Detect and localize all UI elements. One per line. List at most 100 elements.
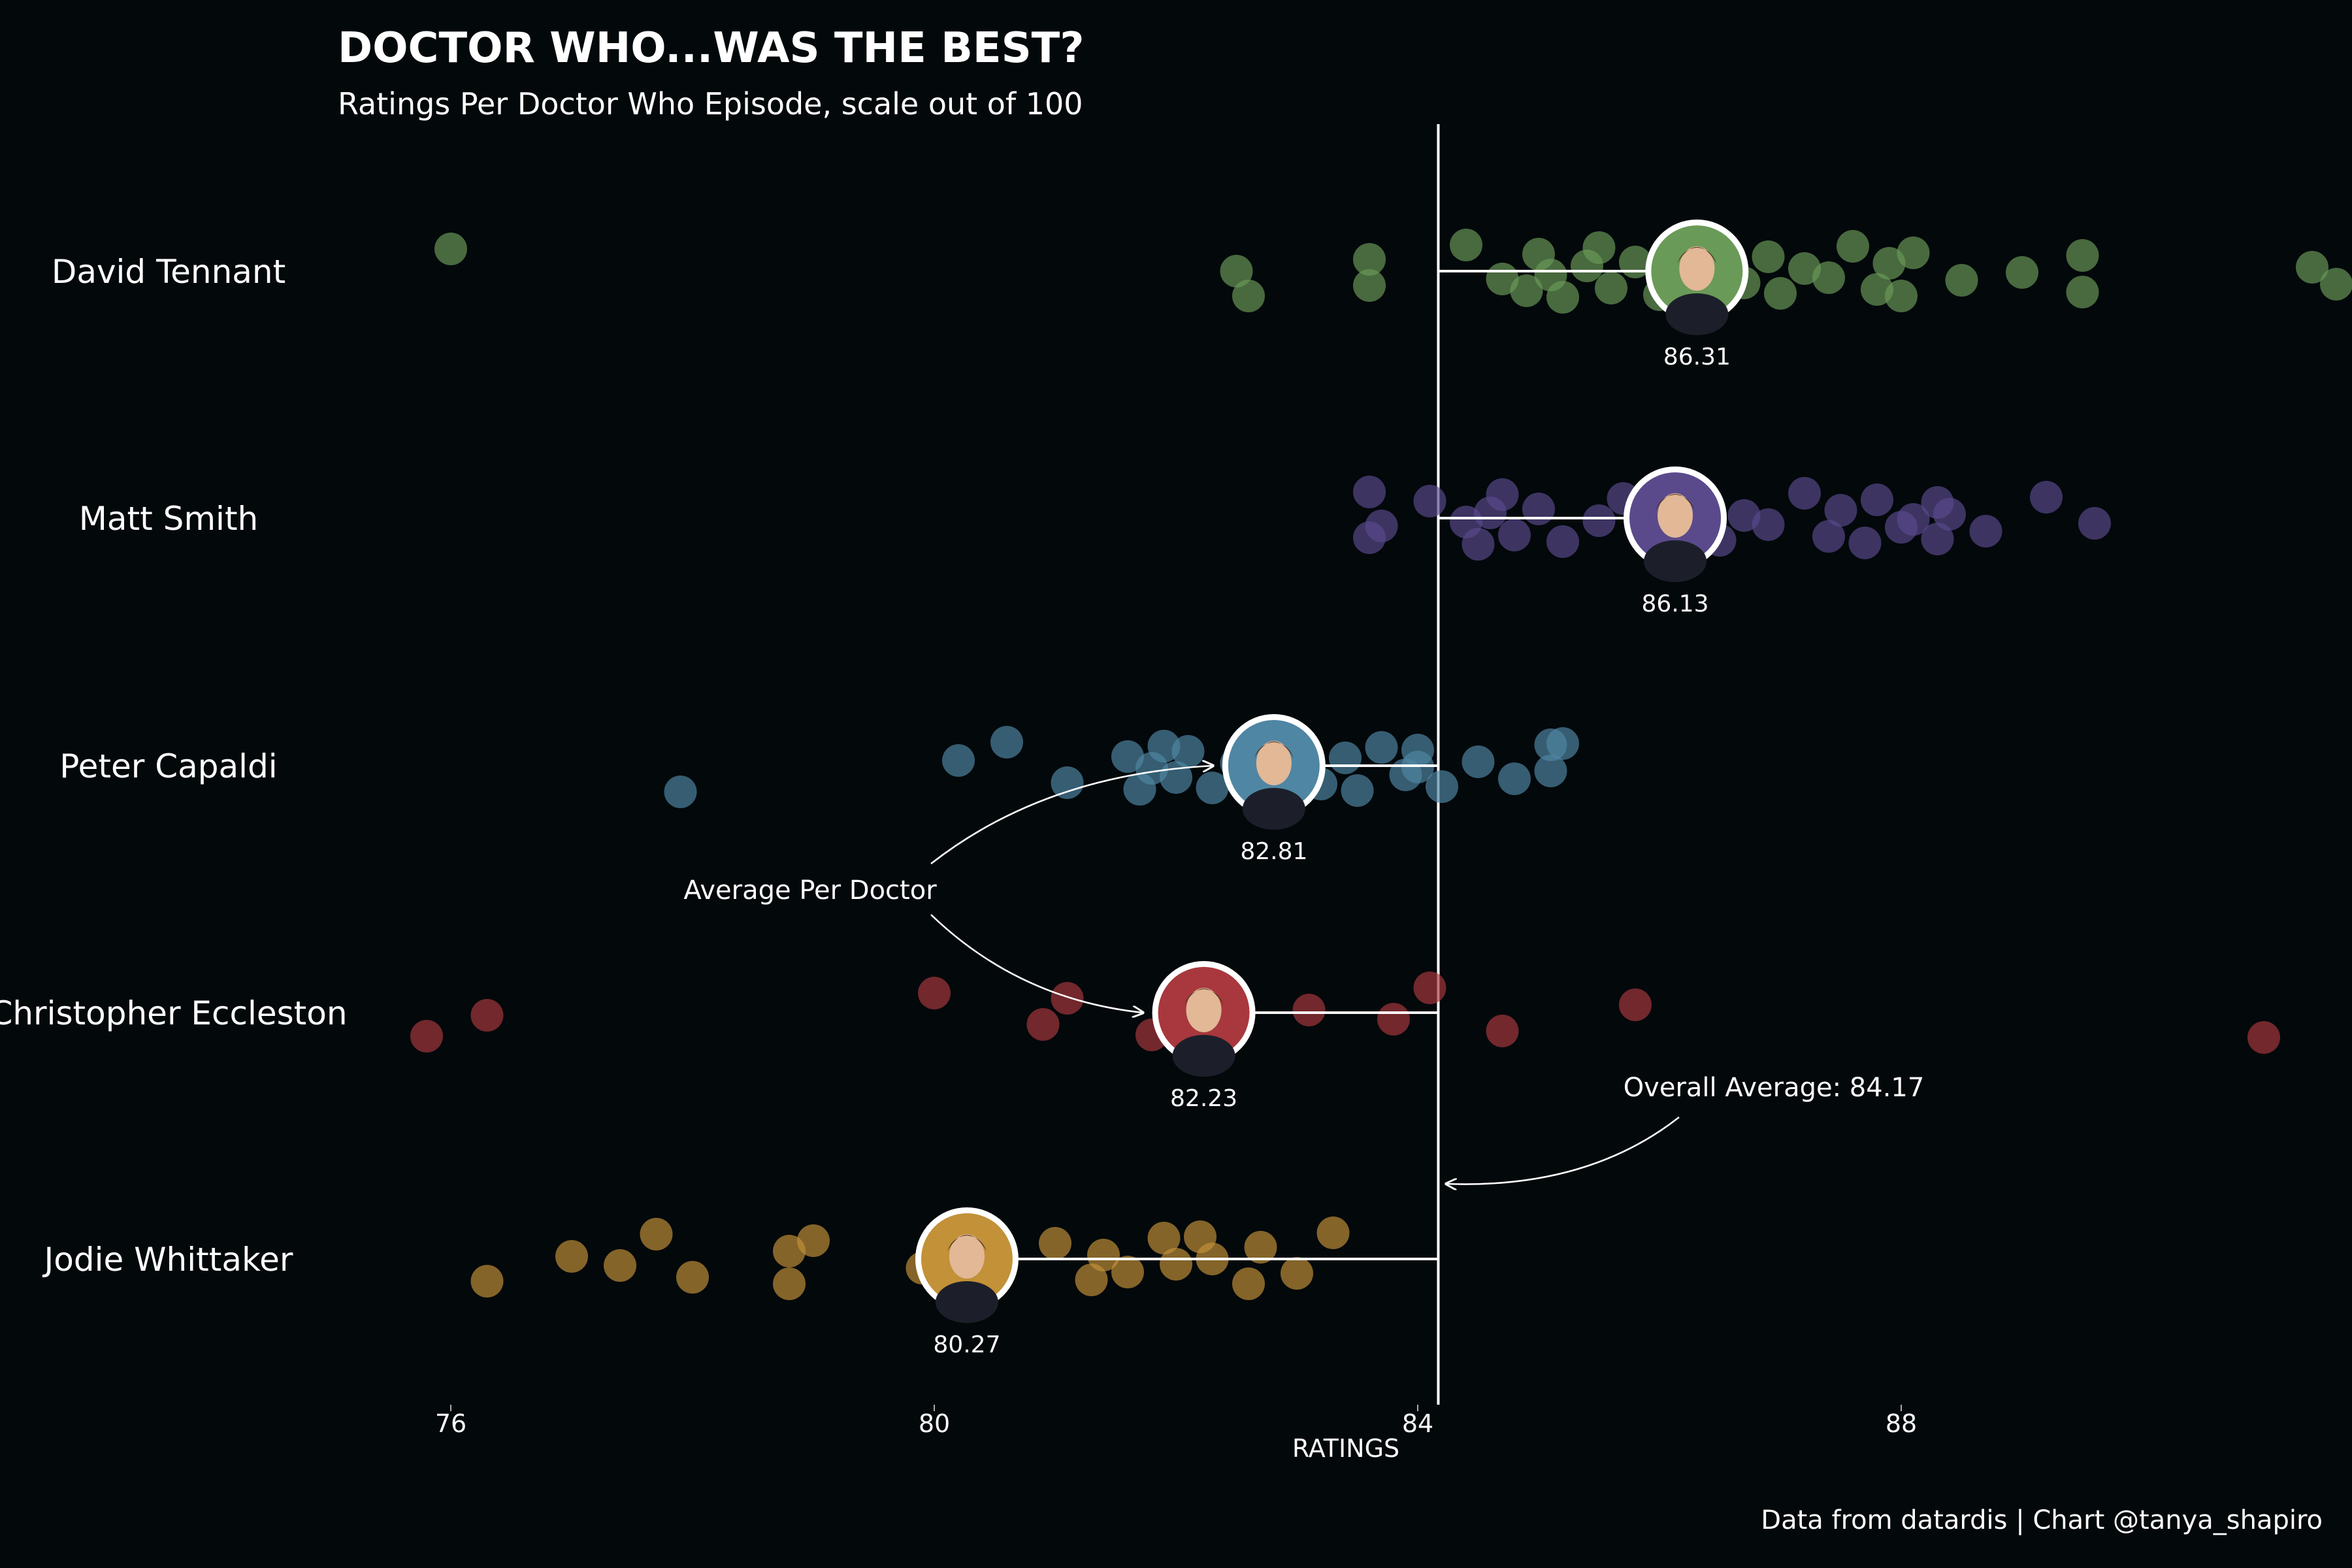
episode-point-christopher-eccleston	[1619, 988, 1652, 1021]
episode-point-christopher-eccleston	[2247, 1021, 2280, 1054]
episode-point-matt-smith	[1582, 504, 1616, 537]
episode-point-peter-capaldi	[1401, 734, 1434, 766]
episode-point-jodie-whittaker	[640, 1218, 673, 1250]
episode-point-matt-smith	[1413, 485, 1446, 517]
episode-point-david-tennant	[2006, 256, 2038, 289]
average-value-jodie-whittaker: 80.27	[933, 1331, 1000, 1358]
annotation-arrow-eccleston	[930, 914, 1143, 1013]
episode-point-matt-smith	[1752, 508, 1785, 541]
episode-point-peter-capaldi	[664, 776, 697, 808]
episode-point-christopher-eccleston	[1377, 1003, 1410, 1036]
episode-point-matt-smith	[1969, 515, 2002, 547]
avatar-face	[1679, 246, 1715, 291]
x-tick-label: 76	[435, 1409, 466, 1438]
episode-point-peter-capaldi	[1534, 755, 1567, 787]
episode-point-matt-smith	[1522, 493, 1555, 525]
avatar-face	[1186, 988, 1222, 1032]
episode-point-david-tennant	[2066, 276, 2099, 308]
episode-point-matt-smith	[1462, 528, 1495, 561]
avatar-face	[949, 1234, 985, 1279]
episode-point-christopher-eccleston	[1292, 994, 1326, 1026]
episode-point-jodie-whittaker	[555, 1240, 588, 1273]
category-labels: David Tennant Matt Smith Peter Capaldi Chri…	[0, 253, 348, 1279]
episode-point-jodie-whittaker	[1039, 1227, 1071, 1260]
x-tick-label: 88	[1886, 1409, 1917, 1438]
episode-point-david-tennant	[1764, 277, 1797, 310]
episode-point-peter-capaldi	[1171, 735, 1205, 768]
episode-point-christopher-eccleston	[470, 999, 504, 1032]
episode-point-christopher-eccleston	[1413, 972, 1446, 1004]
episode-point-matt-smith	[1861, 483, 1893, 516]
average-value-matt-smith: 86.13	[1642, 591, 1709, 617]
avatar-hair	[1184, 988, 1224, 1005]
episode-point-jodie-whittaker	[1087, 1239, 1120, 1271]
x-tick-label: 80	[919, 1409, 950, 1438]
average-value-christopher-eccleston: 82.23	[1170, 1085, 1237, 1112]
chart-title: DOCTOR WHO...WAS THE BEST?	[338, 24, 1084, 73]
episode-point-david-tennant	[1546, 281, 1579, 314]
episode-point-matt-smith	[1546, 525, 1579, 558]
avatar-shoulders	[1242, 788, 1305, 830]
avatar-face	[1256, 741, 1292, 785]
episode-point-david-tennant	[1752, 240, 1785, 273]
episode-point-matt-smith	[1824, 494, 1857, 527]
episode-point-peter-capaldi	[1498, 762, 1531, 795]
annotation-arrow-overall	[1446, 1116, 1680, 1184]
episode-point-jodie-whittaker	[1281, 1257, 1313, 1290]
episode-point-david-tennant	[1885, 280, 1918, 312]
episode-point-david-tennant	[1510, 274, 1543, 307]
x-axis-title: RATINGS	[1292, 1434, 1399, 1463]
episode-point-jodie-whittaker	[773, 1267, 806, 1300]
avatar-hair	[1677, 247, 1717, 263]
average-marker-david-tennant	[1645, 220, 1749, 335]
episode-point-christopher-eccleston	[410, 1020, 443, 1053]
episode-point-jodie-whittaker	[1075, 1264, 1108, 1296]
episode-point-peter-capaldi	[1341, 774, 1374, 807]
average-marker-peter-capaldi	[1222, 714, 1326, 830]
category-label-christopher-eccleston: Christopher Eccleston	[0, 994, 348, 1032]
episode-point-david-tennant	[1595, 272, 1627, 304]
x-axis-ticks: 76 80 84 88	[435, 1405, 1917, 1438]
episode-point-peter-capaldi	[1196, 772, 1229, 804]
episode-point-david-tennant	[1353, 243, 1386, 276]
episode-point-david-tennant	[1837, 230, 1869, 263]
episode-point-matt-smith	[1353, 476, 1386, 508]
episode-point-david-tennant	[1812, 261, 1845, 294]
episode-point-peter-capaldi	[1111, 740, 1144, 773]
average-value-david-tennant: 86.31	[1663, 344, 1731, 370]
avatar-shoulders	[1644, 540, 1707, 582]
episode-point-david-tennant	[1582, 231, 1616, 264]
episode-point-jodie-whittaker	[1160, 1248, 1192, 1281]
episode-point-jodie-whittaker	[1244, 1231, 1277, 1264]
episode-point-jodie-whittaker	[676, 1261, 709, 1294]
episode-point-christopher-eccleston	[918, 977, 951, 1009]
episode-point-matt-smith	[1353, 521, 1386, 554]
episode-point-peter-capaldi	[1051, 766, 1084, 799]
episode-point-david-tennant	[2296, 251, 2328, 284]
avatar-hair	[947, 1235, 987, 1251]
avatar-shoulders	[935, 1281, 998, 1323]
episode-point-peter-capaldi	[942, 744, 975, 777]
avatar-face	[1658, 493, 1693, 538]
category-label-david-tennant: David Tennant	[52, 253, 286, 291]
episode-point-david-tennant	[1220, 255, 1253, 287]
episode-point-peter-capaldi	[1365, 731, 1398, 764]
episode-point-matt-smith	[1921, 523, 1954, 555]
episode-point-jodie-whittaker	[1232, 1267, 1265, 1300]
episode-point-jodie-whittaker	[1111, 1256, 1144, 1288]
average-layer: 86.31 86.13 82.81 82.23 80.27	[915, 220, 1749, 1358]
overall-average-annotation: Overall Average: 84.17	[1624, 1073, 1925, 1103]
episode-point-peter-capaldi	[1546, 727, 1579, 760]
category-label-peter-capaldi: Peter Capaldi	[59, 747, 277, 785]
category-label-jodie-whittaker: Jodie Whittaker	[42, 1241, 293, 1279]
episode-point-jodie-whittaker	[470, 1265, 504, 1298]
chart-caption: Data from datardis | Chart @tanya_shapir…	[1761, 1505, 2323, 1535]
episode-point-david-tennant	[2320, 268, 2352, 301]
episode-point-christopher-eccleston	[1051, 982, 1084, 1015]
episode-point-matt-smith	[1498, 519, 1531, 551]
episode-point-david-tennant	[1450, 229, 1482, 261]
episode-point-david-tennant	[1232, 280, 1265, 312]
avatar-shoulders	[1665, 293, 1729, 335]
average-marker-matt-smith	[1624, 466, 1727, 582]
